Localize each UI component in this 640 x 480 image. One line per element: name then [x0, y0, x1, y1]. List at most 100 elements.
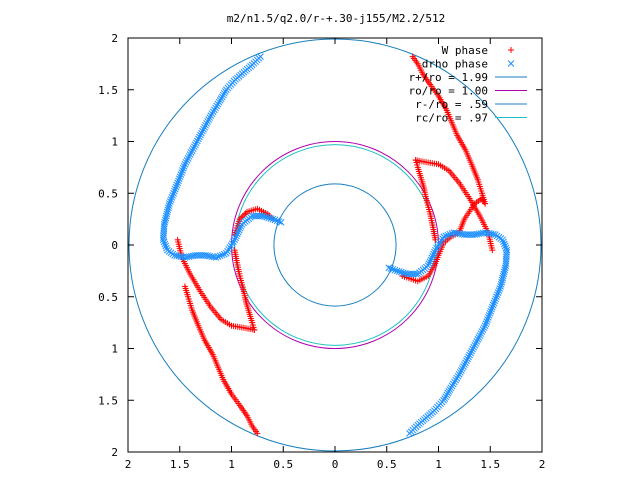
marker — [473, 338, 481, 345]
marker — [428, 254, 436, 262]
marker — [481, 322, 489, 330]
marker — [271, 216, 279, 224]
marker — [451, 378, 458, 386]
marker — [485, 312, 493, 319]
marker — [165, 202, 173, 210]
marker — [469, 345, 477, 353]
marker — [458, 365, 466, 372]
marker — [182, 158, 190, 166]
marker — [171, 187, 178, 195]
marker — [181, 160, 189, 168]
marker — [463, 357, 470, 365]
marker — [161, 240, 169, 248]
y-tick-label: 2 — [111, 32, 118, 45]
marker — [501, 266, 509, 274]
marker — [205, 116, 213, 123]
marker — [402, 270, 409, 277]
marker — [265, 214, 273, 222]
marker — [457, 367, 465, 374]
marker — [214, 253, 222, 260]
marker — [175, 177, 182, 185]
legend-marker — [508, 47, 514, 53]
x-tick-label: 1 — [435, 458, 442, 471]
marker — [235, 226, 243, 234]
legend-label: r+/ro = 1.99 — [409, 71, 488, 84]
marker — [181, 283, 188, 290]
marker — [166, 198, 174, 205]
marker — [500, 240, 508, 248]
marker — [490, 299, 498, 307]
marker — [492, 295, 499, 303]
marker — [191, 141, 199, 149]
marker — [162, 214, 170, 222]
axis-ticks: 2 1.5 1 0.5 0 0.5 1 1.5 221.510.500.511.52 — [98, 32, 545, 471]
marker — [163, 208, 171, 216]
marker — [484, 316, 491, 323]
marker — [480, 324, 488, 332]
marker — [434, 242, 442, 250]
marker — [173, 181, 181, 189]
marker — [186, 151, 194, 158]
marker — [456, 369, 464, 376]
marker — [426, 258, 434, 266]
marker — [185, 153, 193, 160]
marker — [432, 246, 439, 254]
x-tick-label: 1 — [228, 458, 235, 471]
marker — [444, 231, 452, 239]
marker — [202, 121, 209, 129]
marker — [493, 293, 500, 301]
marker — [201, 123, 208, 131]
marker — [218, 93, 226, 101]
marker — [491, 297, 499, 305]
marker — [226, 244, 234, 251]
marker — [477, 330, 485, 337]
marker — [465, 353, 472, 361]
y-tick-label: 1.5 — [98, 394, 118, 407]
marker — [502, 244, 510, 252]
marker — [500, 268, 508, 276]
legend-marker — [507, 60, 515, 67]
marker — [393, 267, 401, 275]
marker — [212, 104, 219, 112]
marker — [177, 171, 185, 178]
marker — [459, 363, 467, 370]
marker — [478, 328, 486, 335]
marker — [163, 210, 171, 218]
marker — [397, 268, 405, 276]
marker — [475, 334, 483, 341]
marker — [167, 196, 175, 203]
marker — [427, 256, 435, 264]
marker — [222, 86, 230, 94]
series-0 — [174, 53, 496, 437]
marker — [231, 236, 238, 244]
marker — [448, 382, 456, 390]
marker — [233, 230, 241, 238]
marker — [430, 250, 437, 258]
marker — [269, 215, 277, 223]
y-tick-label: 0.5 — [98, 291, 118, 304]
marker — [472, 339, 480, 347]
marker — [165, 204, 172, 212]
marker — [179, 167, 186, 174]
marker — [476, 332, 484, 339]
marker — [178, 169, 186, 176]
marker — [439, 235, 446, 242]
marker — [275, 218, 283, 225]
marker — [462, 359, 469, 367]
marker — [234, 228, 242, 236]
legend-label: rc/ro = .97 — [415, 112, 488, 125]
marker — [208, 110, 216, 118]
marker — [183, 157, 191, 164]
marker — [442, 393, 450, 401]
marker — [453, 374, 461, 382]
marker — [241, 211, 248, 218]
marker — [277, 218, 285, 226]
marker — [455, 371, 463, 378]
marker — [461, 361, 468, 369]
marker — [404, 270, 411, 278]
marker — [399, 269, 407, 277]
chart-title: m2/n1.5/q2.0/r-+.30-j155/M2.2/512 — [227, 12, 446, 25]
marker — [448, 230, 456, 237]
x-tick-label: 2 — [539, 458, 546, 471]
